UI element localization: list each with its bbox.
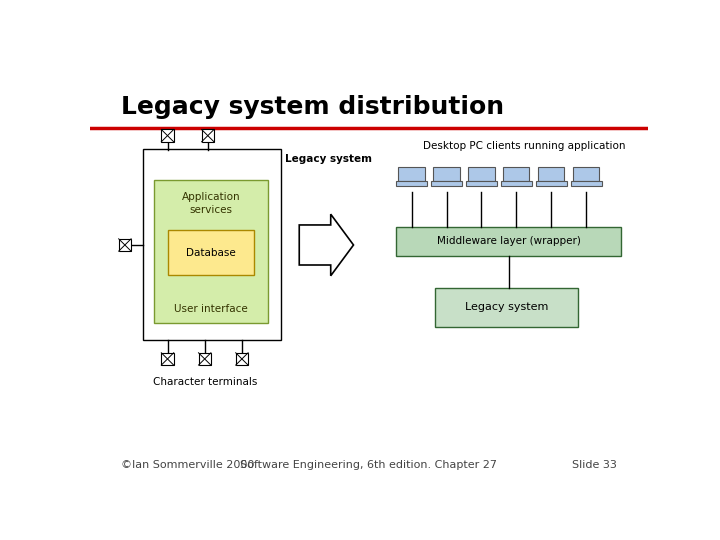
Bar: [503, 167, 529, 181]
Bar: [573, 167, 599, 181]
Text: Legacy system distribution: Legacy system distribution: [121, 95, 504, 119]
Bar: [466, 181, 497, 186]
Text: Database: Database: [186, 248, 235, 258]
Text: Character terminals: Character terminals: [153, 377, 257, 387]
Text: Legacy system: Legacy system: [465, 302, 548, 312]
Bar: [202, 130, 214, 142]
Bar: [500, 181, 532, 186]
Text: ©Ian Sommerville 2000: ©Ian Sommerville 2000: [121, 460, 254, 470]
Text: Legacy system: Legacy system: [284, 154, 372, 164]
Bar: [161, 353, 174, 365]
Bar: [570, 181, 601, 186]
Bar: [433, 167, 459, 181]
Bar: [536, 181, 567, 186]
Text: Software Engineering, 6th edition. Chapter 27: Software Engineering, 6th edition. Chapt…: [240, 460, 498, 470]
Bar: [538, 167, 564, 181]
Bar: [435, 288, 578, 327]
Bar: [168, 231, 254, 275]
Text: User interface: User interface: [174, 304, 248, 314]
Bar: [199, 353, 211, 365]
Bar: [143, 150, 281, 340]
Bar: [398, 167, 425, 181]
Bar: [396, 226, 621, 256]
Bar: [235, 353, 248, 365]
Text: Desktop PC clients running application: Desktop PC clients running application: [423, 141, 625, 151]
Text: Application
services: Application services: [181, 192, 240, 214]
Bar: [431, 181, 462, 186]
Bar: [119, 239, 131, 251]
Text: Middleware layer (wrapper): Middleware layer (wrapper): [436, 236, 580, 246]
Bar: [396, 181, 427, 186]
Bar: [161, 130, 174, 142]
Text: Slide 33: Slide 33: [572, 460, 617, 470]
Polygon shape: [300, 214, 354, 276]
Bar: [153, 180, 269, 323]
Bar: [468, 167, 495, 181]
